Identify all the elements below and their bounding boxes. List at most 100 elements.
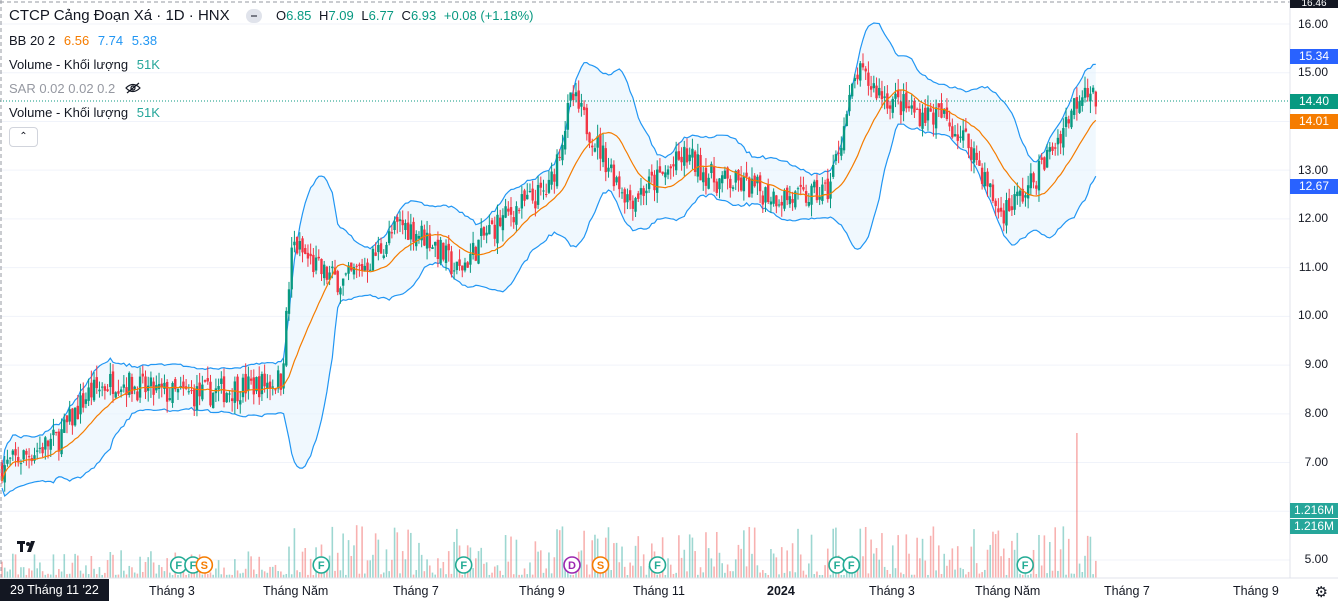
volume-bar bbox=[729, 571, 732, 578]
candle-body bbox=[82, 393, 85, 408]
candle-body bbox=[271, 386, 274, 388]
y-tick-9: 9.00 bbox=[1304, 357, 1328, 371]
volume-bar bbox=[732, 571, 734, 578]
volume-bar bbox=[150, 551, 152, 578]
change-value: +0.08 (+1.18%) bbox=[443, 8, 534, 23]
symbol-title[interactable]: CTCP Cảng Đoạn Xá · 1D · HNX bbox=[9, 7, 230, 24]
volume-bar bbox=[261, 569, 263, 578]
candle-body bbox=[282, 363, 285, 389]
tradingview-logo-icon[interactable] bbox=[17, 539, 41, 560]
sar-legend[interactable]: SAR 0.02 0.02 0.2 bbox=[9, 81, 141, 97]
candle-body bbox=[837, 152, 840, 154]
candle-body bbox=[312, 254, 315, 273]
event-marker-circle bbox=[1016, 556, 1034, 574]
settings-gear-icon[interactable]: ⚙ bbox=[1314, 584, 1328, 601]
volume-bar bbox=[49, 574, 52, 578]
volume-legend-2[interactable]: Volume - Khối lượng 51K bbox=[9, 105, 160, 120]
volume-bar bbox=[916, 537, 918, 578]
candle-body bbox=[317, 256, 320, 259]
volume-bar bbox=[805, 574, 807, 578]
volume-bar bbox=[678, 535, 680, 578]
event-marker-letter: F bbox=[654, 560, 661, 572]
candle-body bbox=[702, 172, 705, 183]
volume-bar bbox=[718, 552, 721, 578]
candle-body bbox=[401, 219, 404, 226]
candle-body bbox=[956, 134, 959, 141]
volume-bar bbox=[672, 573, 675, 578]
candle-body bbox=[664, 172, 667, 178]
candle-body bbox=[22, 450, 25, 460]
volume-bar bbox=[810, 534, 813, 578]
candle-body bbox=[11, 450, 15, 455]
volume-bar bbox=[959, 567, 962, 578]
volume-bar bbox=[350, 555, 353, 578]
candle-body bbox=[523, 190, 526, 201]
volume-value-2: 51K bbox=[136, 105, 160, 120]
volume-bar bbox=[423, 571, 426, 578]
event-marker-f[interactable]: F bbox=[1016, 556, 1034, 574]
volume-bar bbox=[456, 528, 458, 578]
volume-bar bbox=[688, 534, 691, 578]
candle-body bbox=[780, 201, 783, 206]
candle-body bbox=[35, 450, 39, 452]
volume-bar bbox=[1000, 556, 1002, 578]
event-marker-f[interactable]: F bbox=[842, 556, 861, 574]
volume-bar bbox=[385, 549, 388, 578]
legend-toggle-icon[interactable] bbox=[245, 9, 262, 24]
volume-label-2[interactable]: Volume - Khối lượng bbox=[9, 105, 129, 120]
candle-body bbox=[490, 220, 494, 225]
volume-bar bbox=[252, 569, 255, 578]
volume-label-1[interactable]: Volume - Khối lượng bbox=[9, 57, 129, 72]
candle-body bbox=[791, 199, 794, 203]
volume-bar bbox=[74, 553, 76, 578]
chevron-up-icon: ⌃ bbox=[19, 131, 28, 142]
candle-body bbox=[526, 194, 529, 200]
symbol-legend[interactable]: CTCP Cảng Đoạn Xá · 1D · HNX O6.85 H7.09… bbox=[9, 7, 538, 24]
event-marker-f[interactable]: F bbox=[454, 556, 473, 574]
bb-legend[interactable]: BB 20 2 6.56 7.74 5.38 bbox=[9, 33, 157, 48]
volume-bar bbox=[743, 530, 745, 578]
event-marker-s[interactable]: S bbox=[195, 556, 214, 574]
event-marker-s[interactable]: S bbox=[591, 556, 610, 574]
volume-bars bbox=[1, 433, 1097, 578]
candle-body bbox=[84, 399, 88, 404]
volume-bar bbox=[231, 574, 233, 578]
candle-body bbox=[970, 147, 973, 160]
volume-bar bbox=[1038, 534, 1040, 578]
candle-body bbox=[878, 87, 881, 96]
candle-body bbox=[850, 83, 854, 97]
candle-body bbox=[777, 204, 781, 206]
volume-bar bbox=[125, 574, 128, 578]
candle-body bbox=[141, 373, 144, 377]
volume-bar bbox=[572, 574, 575, 578]
sar-label[interactable]: SAR 0.02 0.02 0.2 bbox=[9, 81, 116, 96]
volume-bar bbox=[372, 554, 374, 578]
volume-bar bbox=[713, 566, 715, 578]
volume-bar bbox=[523, 568, 526, 578]
candle-body bbox=[1094, 91, 1098, 107]
candle-body bbox=[596, 136, 599, 148]
candle-body bbox=[415, 233, 418, 247]
volume-bar bbox=[85, 565, 87, 578]
bb-label[interactable]: BB 20 2 bbox=[9, 33, 56, 48]
event-marker-f[interactable]: F bbox=[648, 556, 667, 574]
candle-body bbox=[623, 189, 626, 203]
volume-legend-1[interactable]: Volume - Khối lượng 51K bbox=[9, 57, 160, 72]
candle-body bbox=[95, 377, 98, 389]
volume-bar bbox=[919, 558, 921, 578]
candle-body bbox=[756, 176, 759, 184]
candle-body bbox=[46, 440, 50, 447]
volume-bar bbox=[166, 558, 168, 578]
candle-body bbox=[350, 262, 353, 271]
hidden-eye-icon[interactable] bbox=[125, 82, 141, 97]
volume-bar bbox=[158, 564, 160, 578]
candle-body bbox=[109, 373, 112, 388]
event-marker-d[interactable]: D bbox=[563, 556, 581, 574]
collapse-legend-button[interactable]: ⌃ bbox=[9, 127, 38, 147]
event-marker-f[interactable]: F bbox=[312, 556, 331, 574]
candle-body bbox=[609, 164, 613, 169]
event-marker-f[interactable]: F bbox=[169, 556, 188, 574]
candle-body bbox=[1089, 93, 1092, 102]
